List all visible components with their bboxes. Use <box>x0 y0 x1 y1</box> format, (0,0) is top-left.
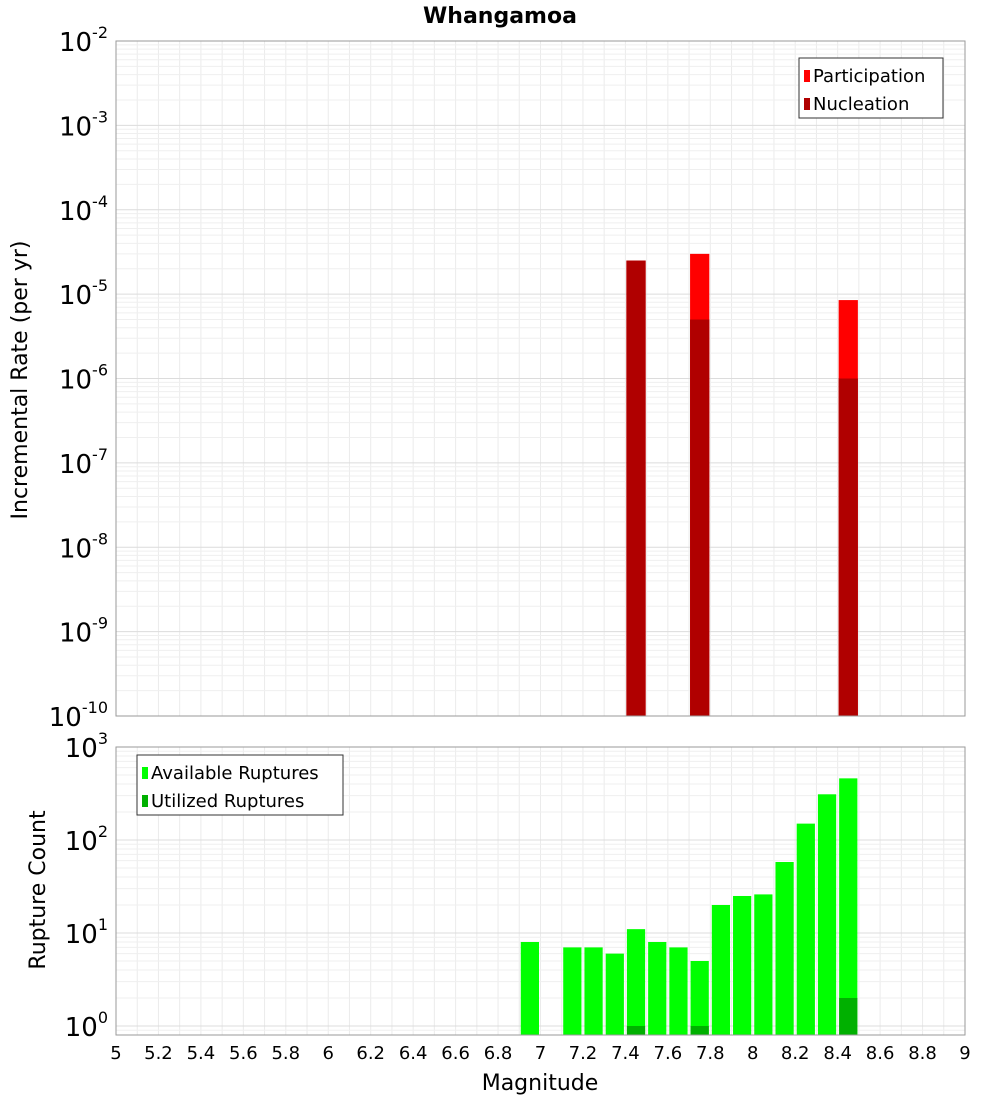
rate-y-axis-label: Incremental Rate (per yr) <box>8 241 33 520</box>
y-tick-label: 10-4 <box>59 192 108 227</box>
legend-label: Participation <box>813 66 925 87</box>
x-tick-label: 7.6 <box>654 1043 683 1064</box>
bar <box>648 942 667 1035</box>
y-tick-label: 103 <box>65 729 108 764</box>
x-tick-label: 5 <box>110 1043 121 1064</box>
bar <box>520 942 539 1035</box>
x-tick-label: 9 <box>959 1043 970 1064</box>
bar <box>839 997 858 1035</box>
bar <box>690 960 709 1035</box>
rupture-count-plot: 100 101 102 103 Available Ruptures Utilized R… <box>65 729 971 1064</box>
bar <box>711 904 731 1035</box>
x-tick-label: 6.6 <box>441 1043 470 1064</box>
x-tick-label: 7 <box>535 1043 546 1064</box>
x-tick-label: 6 <box>323 1043 334 1064</box>
bar <box>775 861 794 1035</box>
plot-frame <box>115 40 966 717</box>
rate-legend: Participation Nucleation <box>798 57 944 119</box>
series-nucleation <box>626 260 858 716</box>
x-tick-label: 5.2 <box>144 1043 173 1064</box>
x-tick-label: 8.8 <box>908 1043 937 1064</box>
count-y-axis-label: Rupture Count <box>26 810 51 970</box>
legend-swatch <box>804 98 810 110</box>
bar <box>563 947 582 1035</box>
x-tick-label: 8 <box>747 1043 758 1064</box>
y-tick-label: 10-2 <box>59 23 108 58</box>
x-tick-label: 7.4 <box>611 1043 640 1064</box>
y-tick-label: 100 <box>65 1008 108 1043</box>
grid-lines <box>115 41 966 717</box>
y-tick-label: 10-9 <box>59 614 108 649</box>
bar <box>796 823 815 1035</box>
chart-title: Whangamoa <box>423 4 577 29</box>
y-tick-label: 10-3 <box>59 107 108 142</box>
x-tick-label: 5.6 <box>229 1043 258 1064</box>
x-tick-label: 7.2 <box>569 1043 598 1064</box>
legend-label: Nucleation <box>813 94 909 115</box>
x-tick-label: 8.2 <box>781 1043 810 1064</box>
bar <box>838 378 858 716</box>
bar <box>605 953 624 1035</box>
y-tick-label: 10-10 <box>49 698 108 733</box>
series-utilized-ruptures <box>626 997 858 1035</box>
plot-frame <box>115 746 966 1036</box>
legend-swatch <box>142 767 148 779</box>
rupture-legend: Available Ruptures Utilized Ruptures <box>136 754 344 816</box>
legend-swatch <box>142 795 148 807</box>
bar <box>754 894 773 1035</box>
series-available-ruptures <box>520 778 858 1035</box>
bar <box>584 947 603 1035</box>
y-tick-label: 10-8 <box>59 529 108 564</box>
bar <box>817 794 837 1035</box>
series-participation <box>626 253 858 716</box>
x-tick-label: 6.8 <box>484 1043 513 1064</box>
x-tick-label: 7.8 <box>696 1043 725 1064</box>
bar <box>839 778 858 1035</box>
y-tick-label: 10-7 <box>59 445 108 480</box>
y-tick-label: 102 <box>65 822 108 857</box>
legend-label: Utilized Ruptures <box>151 791 304 812</box>
x-axis-label: Magnitude <box>482 1071 599 1096</box>
bar <box>626 1025 646 1035</box>
x-tick-label: 5.8 <box>271 1043 300 1064</box>
legend-box <box>798 57 944 119</box>
legend-label: Available Ruptures <box>151 763 319 784</box>
y-tick-label: 10-5 <box>59 276 108 311</box>
legend-swatch <box>804 70 810 82</box>
bar <box>690 1025 709 1035</box>
x-tick-label: 6.4 <box>399 1043 428 1064</box>
bar <box>669 947 688 1035</box>
x-tick-label: 5.4 <box>187 1043 216 1064</box>
bar <box>626 929 646 1035</box>
legend-box <box>136 754 344 816</box>
x-tick-label: 8.4 <box>823 1043 852 1064</box>
bar <box>690 319 710 716</box>
x-tick-label: 8.6 <box>866 1043 895 1064</box>
rate-plot: 10-10 10-9 10-8 10-7 10-6 10-5 10-4 10-3 10-2 Par… <box>49 23 966 733</box>
y-tick-label: 101 <box>65 915 108 950</box>
bar <box>626 260 646 716</box>
x-tick-label: 6.2 <box>356 1043 385 1064</box>
y-tick-label: 10-6 <box>59 361 108 396</box>
bar <box>733 895 752 1035</box>
